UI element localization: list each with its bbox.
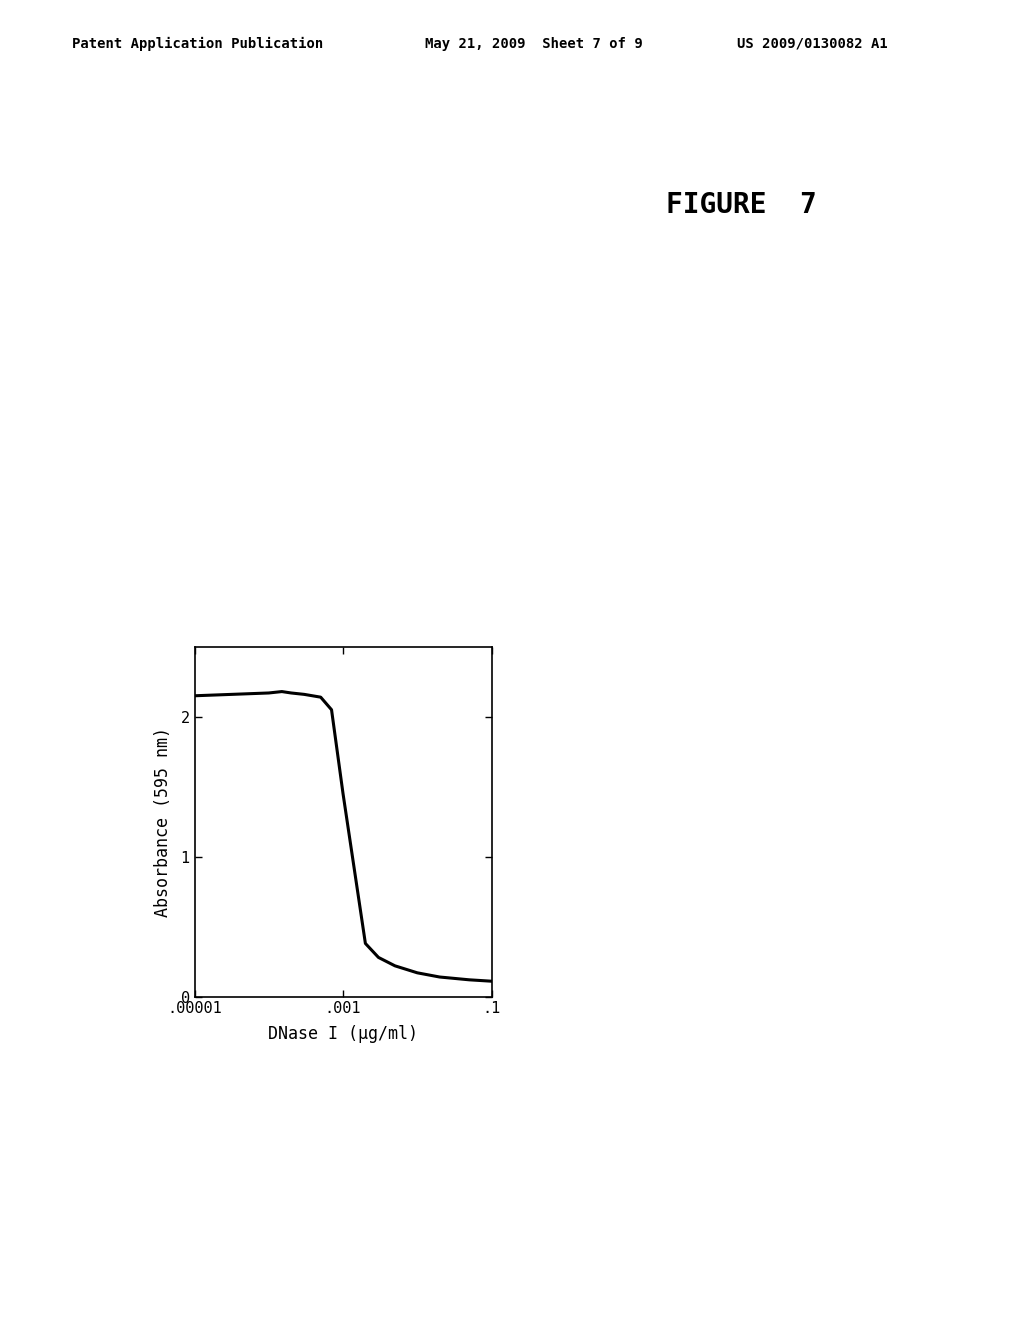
Text: Patent Application Publication: Patent Application Publication xyxy=(72,37,323,51)
X-axis label: DNase I (μg/ml): DNase I (μg/ml) xyxy=(268,1024,418,1043)
Text: May 21, 2009  Sheet 7 of 9: May 21, 2009 Sheet 7 of 9 xyxy=(425,37,643,51)
Text: US 2009/0130082 A1: US 2009/0130082 A1 xyxy=(737,37,888,51)
Y-axis label: Absorbance (595 nm): Absorbance (595 nm) xyxy=(155,727,172,916)
Text: FIGURE  7: FIGURE 7 xyxy=(666,190,816,219)
